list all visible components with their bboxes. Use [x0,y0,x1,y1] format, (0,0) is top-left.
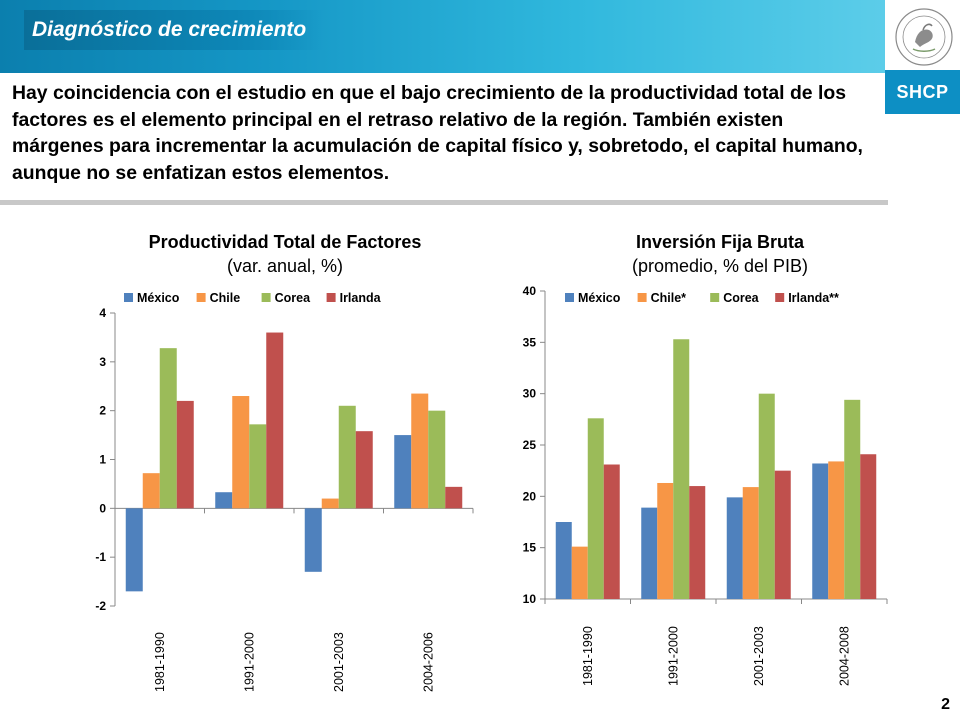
chart1-bar [215,492,233,509]
chart2-bar [641,507,658,599]
chart-productividad: 4 3 2 1 0 -1 -2 1981-1990 1991-2000 2001-2003 2004… [95,291,474,692]
chart1-category-label: 1991-2000 [242,632,256,692]
chart2-legend-label: Chile* [651,291,687,305]
chart2-bar [758,393,775,599]
chart1-y-tick-label: 2 [99,404,106,418]
chart2-bar [844,399,861,599]
chart1-bar [338,405,356,509]
chart1-subtitle: (var. anual, %) [226,256,344,276]
page-title: Diagnóstico de crecimiento [24,10,325,50]
chart2-legend-swatch [565,293,574,302]
chart2-bar [603,464,620,599]
chart2-title-block: Inversión Fija Bruta (promedio, % del PI… [560,230,880,278]
chart2-category-label: 2001-2003 [752,626,766,686]
chart1-legend-swatch [124,293,133,302]
chart1-bar [355,431,373,509]
chart2-bar [726,497,743,599]
chart1-title: Productividad Total de Factores [148,232,422,252]
chart2-subtitle: (promedio, % del PIB) [631,256,809,276]
divider [0,200,888,205]
chart1-bar [142,473,160,509]
chart1-category-label: 2004-2006 [421,632,435,692]
chart2-title: Inversión Fija Bruta [635,232,805,252]
chart1-y-tick-label: -1 [95,550,106,564]
chart2-legend-label: Corea [723,291,759,305]
chart2-legend-label: México [578,291,621,305]
chart1-y-tick-label: 1 [99,453,106,467]
chart1-bar [445,486,463,509]
chart2-legend-swatch [637,293,647,302]
chart1-legend-swatch [261,293,271,302]
chart2-bar [657,482,674,599]
chart1-y-tick-label: -2 [95,599,106,613]
chart2-bar [587,418,604,599]
chart1-bar [304,508,322,572]
chart2-y-tick-label: 20 [523,489,537,503]
chart1-bar [394,435,412,509]
chart2-bar [828,461,845,599]
chart1-y-tick-label: 0 [99,501,106,515]
chart1-bar [428,410,446,509]
chart2-y-tick-label: 40 [523,284,537,298]
chart2-bar [774,470,791,599]
chart2-category-label: 1981-1990 [581,626,595,686]
page-number: 2 [941,696,950,713]
chart1-bar [411,393,429,509]
shcp-logo: SHCP [896,81,949,102]
chart1-legend-swatch [326,293,336,302]
chart2-y-tick-label: 15 [523,541,537,555]
chart2-y-tick-label: 10 [523,592,537,606]
chart2-legend-swatch [775,293,785,302]
chart1-legend-swatch [196,293,206,302]
chart2-bar [689,486,706,599]
chart2-legend-label: Irlanda** [788,291,839,305]
chart2-y-tick-label: 25 [523,438,537,452]
chart2-bar [555,522,572,599]
chart1-bar [232,396,250,509]
chart2-bar [860,454,877,599]
chart1-bar [176,400,194,509]
chart1-y-tick-label: 4 [99,306,106,320]
chart1-bar [266,332,284,509]
chart1-bar [321,498,339,509]
chart2-y-tick-label: 30 [523,387,537,401]
chart2-legend-swatch [710,293,720,302]
chart2-category-label: 2004-2008 [837,626,851,686]
chart1-category-label: 1981-1990 [153,632,167,692]
chart-inversion: 40 35 30 25 20 15 10 1981-1990 1991-2000 2001-200… [523,284,888,686]
chart2-y-tick-label: 35 [523,335,537,349]
chart2-bar [571,546,588,599]
chart1-legend-label: Corea [275,291,311,305]
national-seal-icon [895,8,953,66]
chart2-category-label: 1991-2000 [666,626,680,686]
chart1-category-label: 2001-2003 [332,632,346,692]
chart1-bar [125,508,143,592]
chart1-legend-label: México [137,291,180,305]
intro-paragraph: Hay coincidencia con el estudio en que e… [12,82,863,184]
chart1-bar [249,424,267,509]
chart1-y-tick-label: 3 [99,355,106,369]
chart1-bar [159,348,177,509]
shcp-logo-bar [885,70,960,114]
chart2-bar [812,463,829,599]
chart2-bar [673,339,690,599]
chart1-legend-label: Irlanda [340,291,382,305]
chart2-bar [742,487,759,599]
chart1-legend-label: Chile [210,291,241,305]
chart1-title-block: Productividad Total de Factores (var. an… [100,230,470,278]
